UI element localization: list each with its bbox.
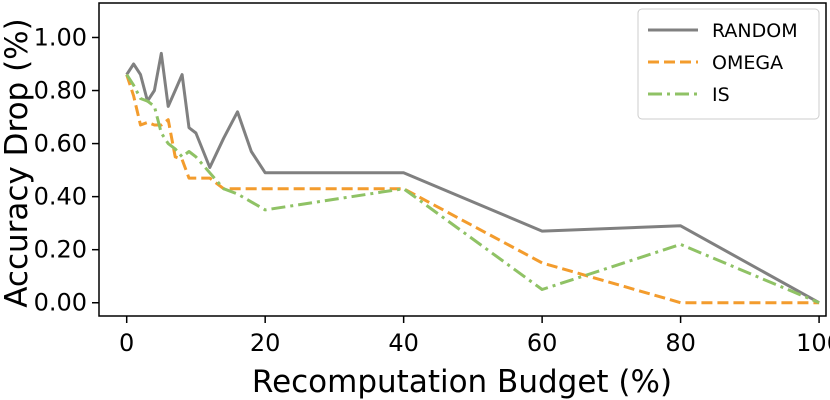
legend-frame — [637, 8, 820, 120]
y-tick-label: 0.00 — [34, 289, 87, 317]
y-tick-label: 0.20 — [34, 236, 87, 264]
y-axis-title: Accuracy Drop (%) — [0, 18, 35, 307]
y-tick-label: 1.00 — [34, 23, 87, 51]
y-tick-label: 0.80 — [34, 77, 87, 105]
x-tick-label: 100 — [796, 329, 830, 357]
y-tick-label: 0.60 — [34, 130, 87, 158]
x-tick-label: 0 — [119, 329, 134, 357]
y-axis-ticks: 0.00 0.20 0.40 0.60 0.80 1.00 — [34, 23, 99, 317]
legend: RANDOM OMEGA IS — [637, 8, 820, 120]
series-line-omega — [125, 74, 820, 305]
x-axis-ticks: 0 20 40 60 80 100 — [119, 316, 830, 357]
series-layer — [125, 51, 820, 305]
x-tick-label: 60 — [527, 329, 558, 357]
x-tick-label: 20 — [250, 329, 281, 357]
series-line-random — [125, 51, 820, 305]
plot-frame — [98, 2, 827, 317]
x-tick-label: 80 — [665, 329, 696, 357]
legend-label-omega: OMEGA — [712, 52, 783, 74]
series-line-is — [125, 73, 820, 305]
legend-label-random: RANDOM — [712, 20, 798, 42]
y-tick-label: 0.40 — [34, 183, 87, 211]
x-axis-title: Recomputation Budget (%) — [252, 364, 672, 400]
x-tick-label: 40 — [388, 329, 419, 357]
legend-label-is: IS — [712, 84, 730, 106]
